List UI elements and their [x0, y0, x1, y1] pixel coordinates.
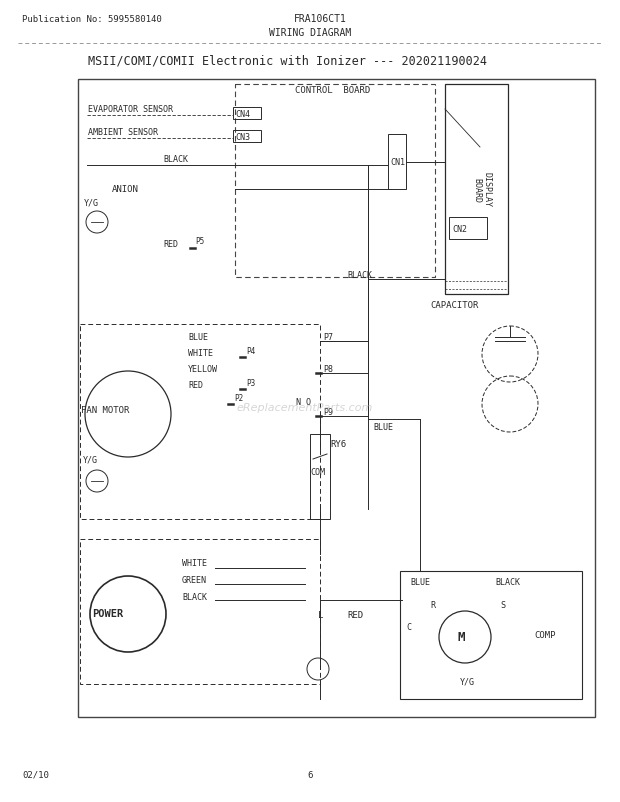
Text: 6: 6 — [308, 770, 312, 779]
Text: R: R — [430, 600, 435, 610]
Bar — [80, 325, 320, 520]
Text: MSII/COMI/COMII Electronic with Ionizer --- 202021190024: MSII/COMI/COMII Electronic with Ionizer … — [88, 55, 487, 68]
Text: Y/G: Y/G — [83, 456, 98, 464]
Text: RED: RED — [347, 610, 363, 619]
Text: N O: N O — [296, 398, 311, 407]
Text: S: S — [500, 600, 505, 610]
Text: C: C — [406, 622, 411, 631]
Text: BLUE: BLUE — [188, 333, 208, 342]
Text: P5: P5 — [195, 237, 204, 245]
Text: CAPACITOR: CAPACITOR — [430, 301, 479, 310]
Text: BLACK: BLACK — [163, 155, 188, 164]
Text: Publication No: 5995580140: Publication No: 5995580140 — [22, 15, 162, 24]
Text: WHITE: WHITE — [188, 349, 213, 358]
Bar — [310, 435, 330, 520]
Text: CN4: CN4 — [235, 110, 250, 119]
Bar — [235, 85, 435, 277]
Text: RY6: RY6 — [330, 439, 346, 448]
Text: P7: P7 — [323, 333, 333, 342]
Text: YELLOW: YELLOW — [188, 365, 218, 374]
Text: BLACK: BLACK — [495, 577, 520, 586]
Bar — [78, 80, 595, 717]
Text: P2: P2 — [234, 394, 243, 403]
Text: P9: P9 — [323, 407, 333, 416]
Text: BLACK: BLACK — [347, 270, 372, 280]
Text: BLUE: BLUE — [410, 577, 430, 586]
Text: L: L — [318, 610, 324, 619]
Text: RED: RED — [163, 240, 178, 249]
Text: Y/G: Y/G — [84, 198, 99, 207]
Text: DISPLAY
BOARD: DISPLAY BOARD — [472, 172, 492, 207]
Bar — [388, 135, 406, 190]
Text: COMP: COMP — [534, 630, 556, 639]
Text: M: M — [458, 630, 466, 643]
Text: CN1: CN1 — [390, 158, 405, 167]
Bar — [233, 107, 261, 119]
Text: RED: RED — [188, 380, 203, 390]
Text: CONTROL  BOARD: CONTROL BOARD — [295, 86, 370, 95]
Text: POWER: POWER — [92, 608, 123, 618]
Bar — [449, 217, 487, 240]
Text: P3: P3 — [246, 379, 255, 387]
Text: CN3: CN3 — [235, 133, 250, 142]
Bar — [400, 571, 582, 699]
Text: FRA106CT1: FRA106CT1 — [293, 14, 347, 24]
Text: WHITE: WHITE — [182, 558, 207, 567]
Text: GREEN: GREEN — [182, 575, 207, 585]
Text: P4: P4 — [246, 346, 255, 355]
Text: EVAPORATOR SENSOR: EVAPORATOR SENSOR — [88, 105, 173, 114]
Text: eReplacementParts.com: eReplacementParts.com — [237, 403, 373, 412]
Text: ANION: ANION — [112, 184, 139, 194]
Text: BLACK: BLACK — [182, 592, 207, 602]
Text: Y/G: Y/G — [460, 677, 475, 687]
Bar — [445, 85, 508, 294]
Text: 02/10: 02/10 — [22, 770, 49, 779]
Text: COM: COM — [310, 468, 325, 476]
Text: AMBIENT SENSOR: AMBIENT SENSOR — [88, 128, 158, 137]
Text: BLUE: BLUE — [373, 423, 393, 431]
Text: P8: P8 — [323, 365, 333, 374]
Text: WIRING DIAGRAM: WIRING DIAGRAM — [269, 28, 351, 38]
Bar — [233, 131, 261, 143]
Text: CN2: CN2 — [452, 225, 467, 233]
Bar — [80, 539, 320, 684]
Text: FAN MOTOR: FAN MOTOR — [81, 406, 129, 415]
